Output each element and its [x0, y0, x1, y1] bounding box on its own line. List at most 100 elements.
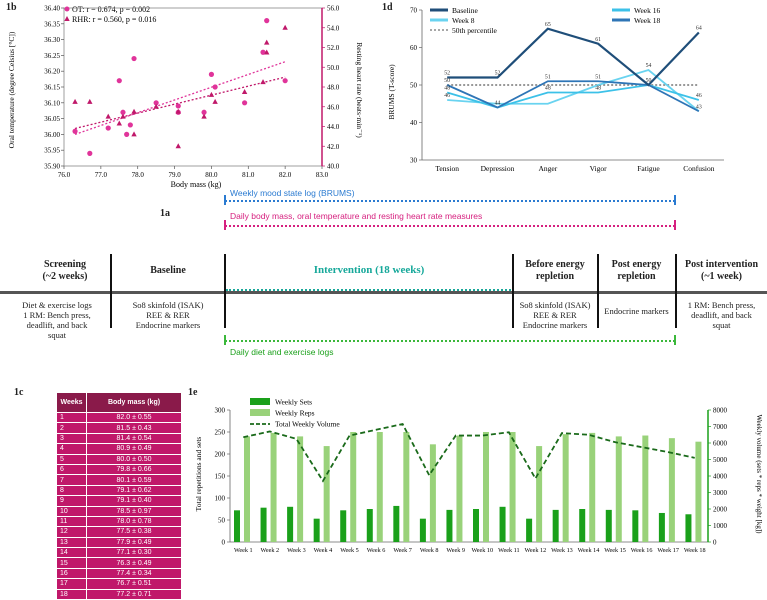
legend-swatch [250, 398, 270, 405]
ot-point [201, 109, 207, 115]
week-cell: 17 [56, 578, 87, 590]
body-mass-table-wrap: Weeks Body mass (kg) 1 82.0 ± 0.55 2 81.5 ±… [56, 392, 182, 600]
y-tick-label: 50 [410, 82, 418, 90]
body-mass-cell: 82.0 ± 0.55 [86, 411, 182, 424]
x-tick-label: Week 2 [261, 547, 280, 554]
bar-weekly-sets [685, 514, 692, 542]
intervention-dotted [226, 289, 511, 291]
x-tick-label: Week 9 [446, 547, 465, 554]
table-row: 8 79.1 ± 0.62 [56, 484, 182, 497]
legend-rhr: RHR: r = 0.560, p = 0.016 [72, 15, 156, 24]
rhr-trendline [74, 76, 286, 130]
y2-tick-label: 1000 [713, 522, 728, 530]
y-axis-label: Total repetitions and sets [194, 437, 203, 512]
data-label: 46 [696, 93, 702, 99]
bar-weekly-sets [419, 518, 426, 542]
scatter-chart-1b: OT: r = 0.674, p = 0.002 RHR: r = 0.560,… [7, 5, 364, 190]
ot-point [260, 49, 266, 55]
y-tick-label: 36.05 [44, 115, 60, 123]
y2-tick-label: 40.0 [327, 163, 340, 171]
series-line-week-16 [446, 84, 700, 109]
data-label: 51 [595, 74, 601, 80]
x-tick-label: 76.0 [58, 171, 71, 179]
table-row: 7 80.1 ± 0.59 [56, 474, 182, 486]
data-label: 48 [545, 86, 551, 92]
series-line-baseline [447, 27, 700, 87]
ot-point [105, 125, 111, 131]
rhr-point [175, 143, 181, 149]
rhr-point [131, 108, 137, 114]
legend-label: Weekly Reps [275, 409, 315, 418]
table-row: 14 77.1 ± 0.30 [56, 547, 182, 559]
bar-chart-1e: Total repetitions and sets Weekly volume… [194, 398, 763, 555]
rhr-point [105, 113, 111, 119]
ot-point [212, 84, 218, 90]
data-label: 43 [696, 104, 702, 110]
body-mass-cell: 80.9 ± 0.49 [86, 443, 182, 455]
legend-rhr-marker [64, 16, 70, 21]
rhr-point [282, 24, 288, 30]
x-tick-label: 82.0 [279, 171, 292, 179]
x-tick-label: Week 5 [340, 547, 359, 554]
y-tick-label: 35.95 [44, 147, 60, 155]
divider-1 [110, 254, 112, 328]
rhr-point [264, 39, 270, 45]
body-mass-cell: 78.5 ± 0.97 [86, 505, 182, 517]
y-tick-label: 36.20 [44, 68, 60, 76]
y-tick-label: 30 [410, 157, 418, 165]
table-row: 6 79.8 ± 0.66 [56, 463, 182, 476]
daily-measures-end [674, 220, 676, 230]
body-mass-cell: 81.5 ± 0.43 [86, 422, 182, 434]
bar-weekly-reps [350, 432, 357, 542]
bar-weekly-reps [376, 432, 383, 542]
y-tick-label: 70 [410, 7, 418, 15]
data-label: 64 [696, 26, 702, 32]
y-tick-label: 200 [215, 451, 226, 459]
x-tick-label: 81.0 [242, 171, 255, 179]
ot-point [282, 78, 288, 84]
y-tick-label: 36.00 [44, 131, 60, 139]
panel-label-1a: 1a [160, 208, 170, 219]
rhr-point [87, 98, 93, 104]
x-tick-label: 80.0 [205, 171, 218, 179]
table-row: 16 77.4 ± 0.34 [56, 567, 182, 580]
daily-measures-line [225, 225, 675, 227]
y2-tick-label: 3000 [713, 489, 728, 497]
x-tick-label: Week 4 [314, 547, 333, 554]
bar-weekly-reps [615, 436, 622, 542]
week-cell: 8 [56, 484, 87, 497]
diet-log-start [224, 335, 226, 345]
y2-tick-label: 50.0 [327, 64, 340, 72]
data-label: 52 [444, 71, 450, 77]
brums-log-start [224, 195, 226, 205]
x-tick-label: Week 8 [420, 547, 439, 554]
phase-baseline-title: Baseline [150, 265, 186, 276]
y-tick-label: 35.90 [44, 163, 60, 171]
data-label: 50 [444, 78, 450, 84]
table-row: 15 76.3 ± 0.49 [56, 557, 182, 569]
y2-tick-label: 5000 [713, 456, 728, 464]
bar-weekly-reps [297, 436, 304, 542]
rhr-point [116, 120, 122, 126]
bar-weekly-sets [499, 506, 506, 542]
phase-before-repletion-title: Before energy repletion [525, 259, 585, 282]
divider-3 [512, 254, 514, 328]
line-total-weekly-volume [243, 422, 695, 483]
y-axis-label: Oral temperature (degree Celsius [°C]) [7, 31, 16, 148]
x-tick-label: Confusion [683, 164, 715, 173]
bar-weekly-reps [668, 438, 675, 542]
body-mass-cell: 76.7 ± 0.51 [86, 578, 182, 590]
y2-tick-label: 44.0 [327, 123, 340, 131]
bar-weekly-reps [244, 436, 250, 542]
y-tick-label: 300 [215, 407, 226, 415]
table-row: 1 82.0 ± 0.55 [56, 411, 182, 424]
brums-log-label: Weekly mood state log (BRUMS) [230, 188, 355, 198]
bar-weekly-sets [579, 509, 586, 542]
y-tick-label: 36.40 [44, 5, 60, 13]
ot-point [131, 55, 137, 62]
y-tick-label: 40 [410, 119, 418, 127]
bar-weekly-sets [658, 512, 665, 542]
bar-weekly-reps [562, 434, 569, 542]
rhr-point [72, 98, 78, 104]
table-row: 3 81.4 ± 0.54 [56, 432, 182, 445]
